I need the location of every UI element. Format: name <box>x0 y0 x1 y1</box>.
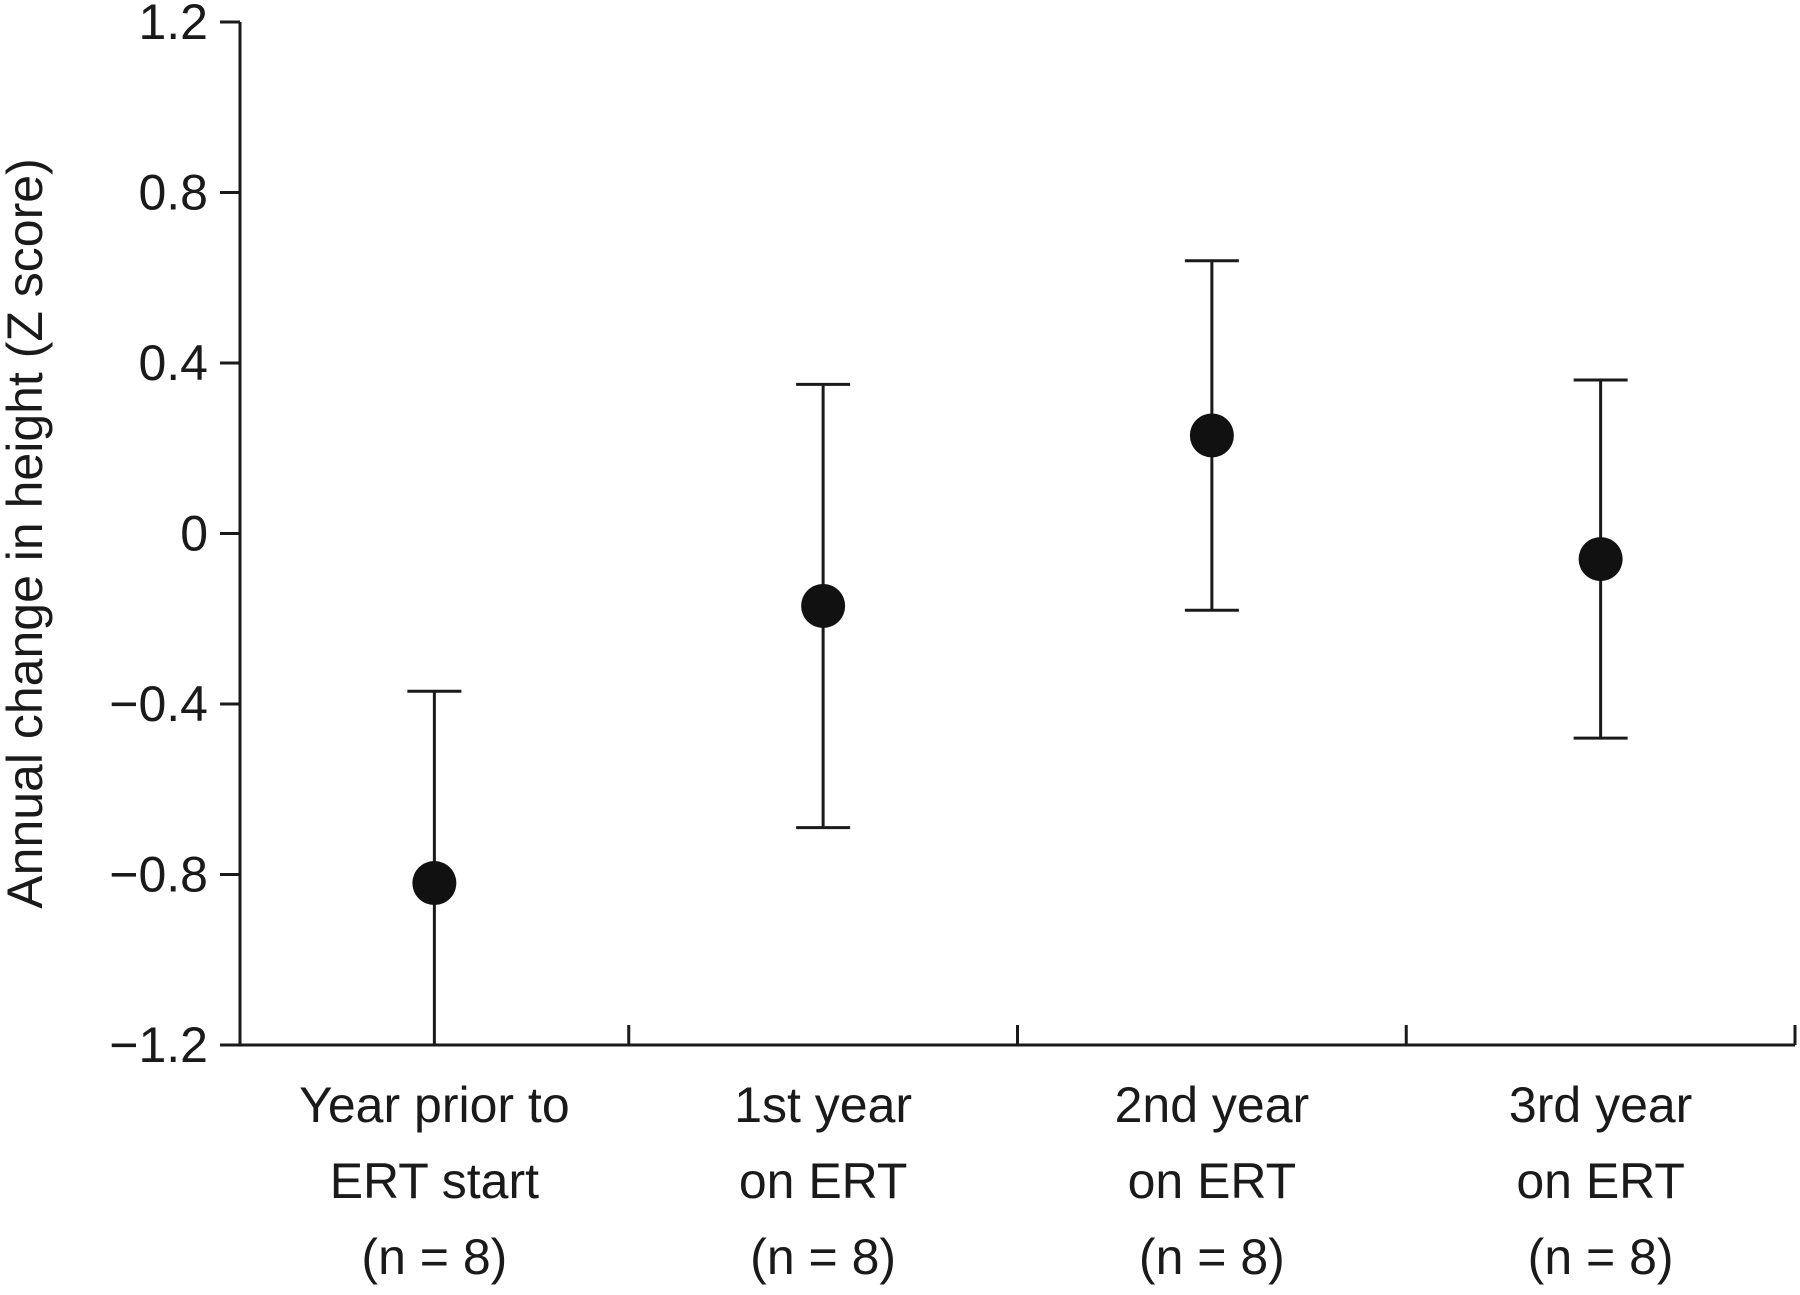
y-tick-label: −1.2 <box>109 1017 208 1073</box>
x-category-label-line: (n = 8) <box>1139 1229 1285 1285</box>
x-category-label: 1st year on ERT (n = 8) <box>734 1077 912 1285</box>
x-category-label-line: 3rd year <box>1509 1077 1692 1133</box>
x-category-label-line: on ERT <box>1128 1153 1297 1209</box>
x-category-label-line: on ERT <box>1516 1153 1685 1209</box>
x-category-label: 2nd year on ERT (n = 8) <box>1115 1077 1310 1285</box>
x-category-label-line: (n = 8) <box>1528 1229 1674 1285</box>
y-tick-label: 0.4 <box>138 335 208 391</box>
x-axis: Year prior to ERT start (n = 8) 1st year on … <box>240 1025 1797 1285</box>
x-category-label-line: ERT start <box>330 1153 539 1209</box>
x-category-label-line: 2nd year <box>1115 1077 1310 1133</box>
y-axis: 1.2 0.8 0.4 0 −0.4 −0.8 −1.2 <box>109 0 242 1073</box>
data-point <box>1578 537 1623 582</box>
y-axis-label: Annual change in height (Z score) <box>0 158 53 908</box>
x-category-label: 3rd year on ERT (n = 8) <box>1509 1077 1692 1285</box>
y-tick-label: 1.2 <box>138 0 208 50</box>
x-category-label-line: (n = 8) <box>361 1229 507 1285</box>
y-tick-label: 0.8 <box>138 165 208 221</box>
y-tick-label: −0.4 <box>109 676 208 732</box>
x-category-label-line: (n = 8) <box>750 1229 896 1285</box>
data-marks <box>407 259 1628 1045</box>
x-category-label-line: Year prior to <box>299 1077 570 1133</box>
y-tick-label: −0.8 <box>109 847 208 903</box>
data-point <box>412 861 457 906</box>
y-tick-label: 0 <box>180 506 208 562</box>
data-point <box>1189 413 1234 458</box>
x-category-label: Year prior to ERT start (n = 8) <box>299 1077 570 1285</box>
x-category-label-line: 1st year <box>734 1077 912 1133</box>
x-category-label-line: on ERT <box>739 1153 908 1209</box>
data-point <box>801 583 846 628</box>
